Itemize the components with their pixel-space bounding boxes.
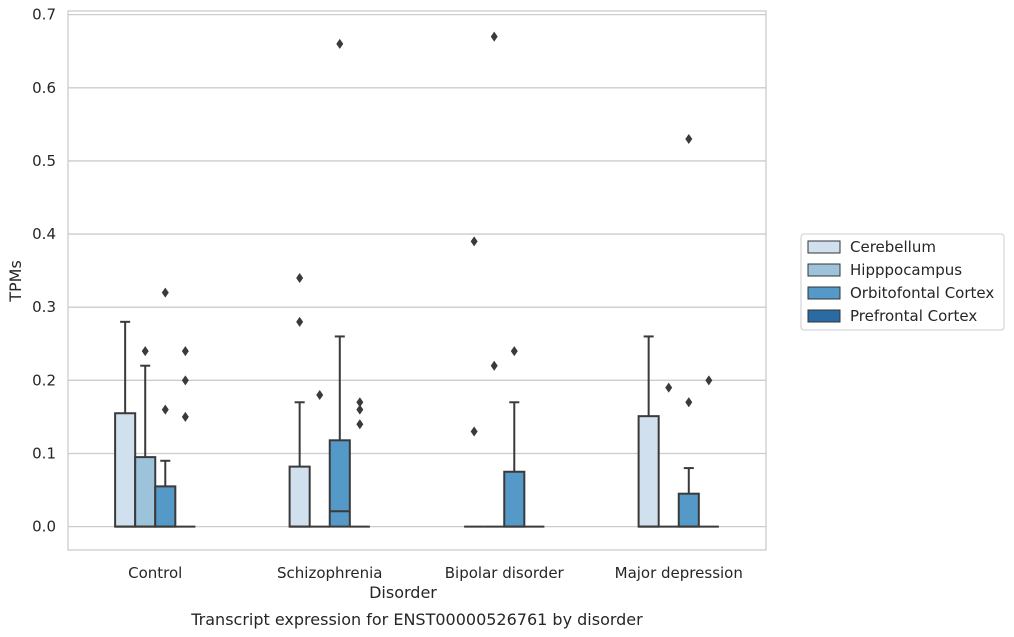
y-axis-title: TPMs <box>6 260 25 303</box>
box-body <box>288 465 311 528</box>
outlier-marker <box>490 360 498 371</box>
legend-label: Prefrontal Cortex <box>850 307 977 325</box>
legend-swatch <box>807 286 841 300</box>
box-body <box>134 456 157 528</box>
box <box>503 401 526 528</box>
legend-frame <box>800 233 1005 331</box>
outlier-points <box>141 31 713 437</box>
legend-label: Hipppocampus <box>850 261 962 279</box>
legend-label: Orbitofontal Cortex <box>850 284 994 302</box>
box <box>114 320 137 528</box>
box-body <box>154 485 177 528</box>
box <box>288 401 311 528</box>
box-body <box>637 415 660 528</box>
box-series <box>114 320 719 528</box>
outlier-marker <box>356 419 364 430</box>
plot-frame <box>67 10 767 551</box>
legend-swatch <box>807 309 841 323</box>
outlier-marker <box>470 236 478 247</box>
x-tick-label: Schizophrenia <box>277 564 382 582</box>
outlier-marker <box>470 426 478 437</box>
outlier-marker <box>141 346 149 357</box>
x-axis-title: Disorder <box>369 583 437 602</box>
y-tick-label: 0.4 <box>32 225 56 243</box>
outlier-marker <box>181 346 189 357</box>
legend: Cerebellum Hipppocampus Orbitofontal Corte… <box>800 233 1005 331</box>
x-tick-label: Control <box>128 564 182 582</box>
box-body <box>677 492 700 528</box>
outlier-marker <box>490 31 498 42</box>
legend-swatch <box>807 240 841 254</box>
outlier-marker <box>510 346 518 357</box>
y-tick-label: 0.6 <box>32 79 56 97</box>
x-tick-label: Major depression <box>615 564 743 582</box>
box <box>328 335 351 528</box>
outlier-marker <box>685 133 693 144</box>
outlier-marker <box>316 389 324 400</box>
gridlines <box>68 14 766 528</box>
box <box>677 467 700 528</box>
outlier-marker <box>161 404 169 415</box>
outlier-marker <box>161 287 169 298</box>
y-tick-label: 0.7 <box>32 6 56 24</box>
outlier-marker <box>181 375 189 386</box>
x-tick-label: Bipolar disorder <box>445 564 565 582</box>
outlier-marker <box>685 397 693 408</box>
box-body <box>503 470 526 528</box>
outlier-marker <box>705 375 713 386</box>
outlier-marker <box>665 382 673 393</box>
y-axis-ticks: 0.0 0.1 0.2 0.3 0.4 0.5 0.6 0.7 <box>32 6 56 536</box>
box-body <box>114 412 137 528</box>
y-tick-label: 0.0 <box>32 518 56 536</box>
box <box>134 364 157 528</box>
y-tick-label: 0.3 <box>32 298 56 316</box>
chart-caption: Transcript expression for ENST0000052676… <box>190 610 643 629</box>
outlier-marker <box>296 316 304 327</box>
box <box>154 459 177 528</box>
outlier-marker <box>356 397 364 408</box>
box-body <box>328 439 351 528</box>
y-tick-label: 0.1 <box>32 444 56 462</box>
box <box>637 335 660 528</box>
x-axis-ticks: Control Schizophrenia Bipolar disorder Majo… <box>128 564 743 582</box>
outlier-marker <box>336 38 344 49</box>
legend-label: Cerebellum <box>850 238 936 256</box>
outlier-marker <box>296 272 304 283</box>
outlier-marker <box>181 411 189 422</box>
legend-swatch <box>807 263 841 277</box>
y-tick-label: 0.2 <box>32 371 56 389</box>
y-tick-label: 0.5 <box>32 152 56 170</box>
outlier-marker <box>356 404 364 415</box>
